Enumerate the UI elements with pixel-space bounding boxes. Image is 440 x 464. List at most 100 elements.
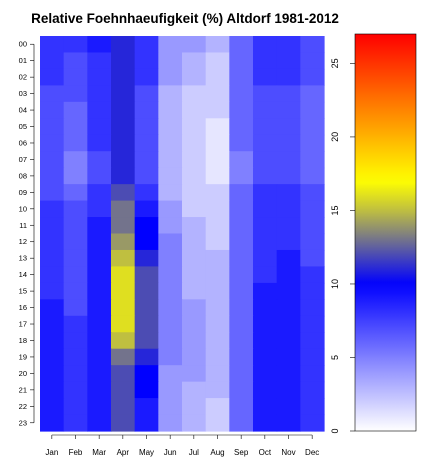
heatmap-cell [229,118,254,136]
heatmap-cell [40,118,65,136]
y-tick-label: 18 [19,336,27,345]
y-tick-label: 11 [19,221,27,230]
heatmap-cell [134,151,159,169]
heatmap-cell [134,332,159,350]
heatmap-cell [63,282,88,300]
heatmap-cell [134,184,159,202]
heatmap-cell [229,315,254,333]
heatmap-cell [300,233,325,251]
heatmap-cell [158,151,183,169]
heatmap-cell [63,299,88,317]
y-tick-label: 22 [19,402,27,411]
y-tick-label: 08 [19,171,27,180]
heatmap-cell [276,85,301,103]
heatmap-cell [134,282,159,300]
heatmap-cell [158,266,183,284]
heatmap-cell [253,348,278,366]
heatmap-cell [111,36,136,54]
heatmap-cell [253,101,278,119]
heatmap-cell [63,266,88,284]
heatmap-cell [134,266,159,284]
heatmap-cell [276,315,301,333]
heatmap-cell [205,118,230,136]
y-tick-label: 19 [19,352,27,361]
colorbar-tick-label: 10 [330,279,340,289]
heatmap-cell [253,134,278,152]
heatmap-cell [205,381,230,399]
heatmap-cell [87,101,112,119]
heatmap-cell [158,85,183,103]
heatmap-cell [158,200,183,218]
heatmap-cell [40,184,65,202]
y-tick-label: 02 [19,73,27,82]
heatmap-cell [111,381,136,399]
heatmap-cell [134,414,159,432]
y-tick-label: 16 [19,303,27,312]
heatmap-cell [87,36,112,54]
heatmap-cell [229,36,254,54]
heatmap-cell [205,332,230,350]
heatmap-cell [205,282,230,300]
heatmap-cell [229,348,254,366]
y-tick-label: 15 [19,287,27,296]
colorbar [354,33,417,432]
heatmap-cell [182,167,207,185]
heatmap-cell [229,52,254,70]
heatmap-cell [111,414,136,432]
heatmap-cell [63,249,88,268]
heatmap-cell [40,315,65,333]
heatmap-cell [253,200,278,218]
heatmap-cell [158,332,183,350]
heatmap-cell [40,233,65,251]
heatmap-cell [63,348,88,366]
heatmap-cell [276,299,301,317]
x-tick-label: Aug [210,448,224,457]
x-tick-label: May [139,448,154,457]
heatmap-cell [158,398,183,416]
heatmap-cell [300,266,325,284]
heatmap-cell [63,200,88,218]
heatmap-cell [134,68,159,86]
heatmap-cell [40,381,65,399]
heatmap-cell [182,85,207,103]
heatmap-cell [158,36,183,54]
x-tick-label: Oct [259,448,272,457]
heatmap-cell [63,398,88,416]
heatmap-cell [205,249,230,268]
heatmap-cell [253,184,278,202]
heatmap-cell [229,151,254,169]
y-tick-label: 17 [19,320,27,329]
heatmap-cell [111,68,136,86]
heatmap-cell [276,36,301,54]
heatmap-cell [229,101,254,119]
x-tick-label: Dec [305,448,319,457]
heatmap-cell [276,365,301,383]
heatmap-cell [253,414,278,432]
heatmap-cell [253,398,278,416]
heatmap-cell [182,398,207,416]
heatmap-cell [276,217,301,235]
heatmap-cell [276,151,301,169]
heatmap-cell [111,118,136,136]
heatmap-cell [87,233,112,251]
heatmap-cell [87,151,112,169]
heatmap-cell [40,348,65,366]
heatmap-cell [182,200,207,218]
heatmap-cell [87,118,112,136]
heatmap-cell [229,266,254,284]
heatmap-cell [158,414,183,432]
heatmap-cell [182,233,207,251]
heatmap-cell [300,184,325,202]
y-tick-label: 00 [19,40,27,49]
heatmap-cell [276,101,301,119]
heatmap-cell [182,101,207,119]
heatmap-cell [300,414,325,432]
heatmap-cell [87,217,112,235]
heatmap-cell [63,217,88,235]
heatmap-cell [205,299,230,317]
heatmap-cell [253,118,278,136]
heatmap-cell [205,200,230,218]
heatmap-cell [300,167,325,185]
heatmap-cell [111,365,136,383]
colorbar-tick-label: 15 [330,205,340,215]
